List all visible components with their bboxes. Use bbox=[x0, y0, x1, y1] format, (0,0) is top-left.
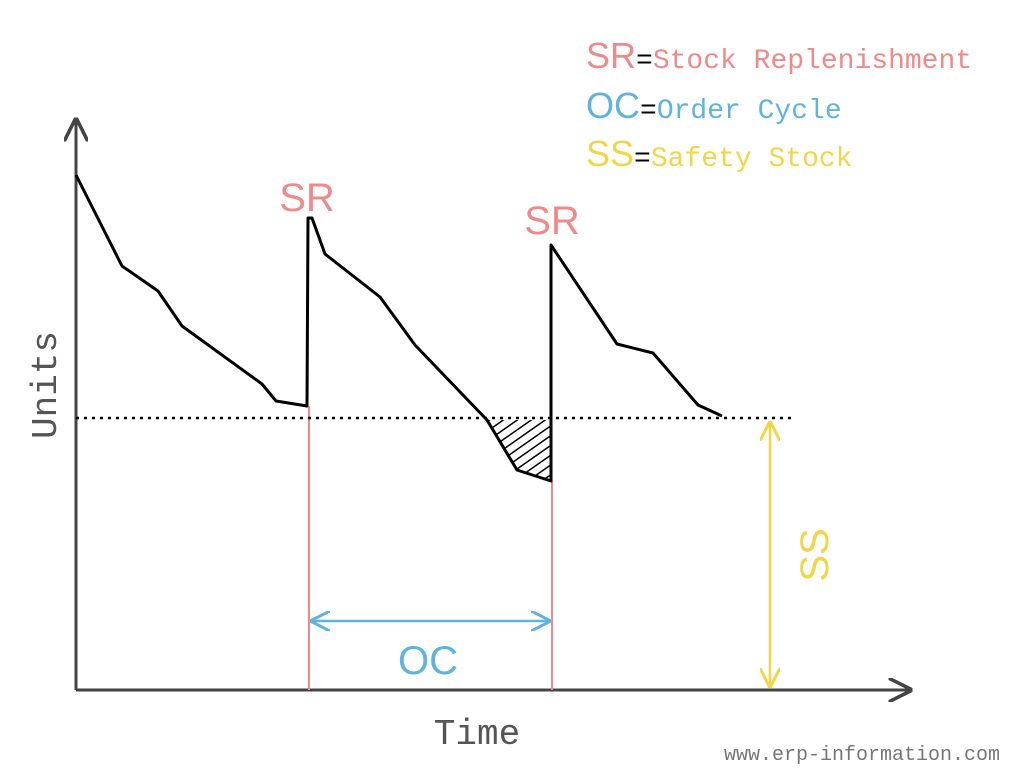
legend-text: Stock Replenishment bbox=[653, 46, 972, 77]
sr-label: SR bbox=[524, 199, 580, 243]
legend-equals: = bbox=[634, 144, 651, 175]
oc-label: OC bbox=[398, 639, 458, 683]
legend-abbr: OC bbox=[586, 85, 640, 126]
legend-text: Order Cycle bbox=[657, 96, 842, 127]
legend-equals: = bbox=[640, 96, 657, 127]
shortage-area bbox=[487, 420, 551, 481]
legend-equals: = bbox=[636, 46, 653, 77]
y-axis-label: Units bbox=[26, 331, 67, 439]
legend-abbr: SR bbox=[586, 35, 636, 76]
legend-entry: OC=Order Cycle bbox=[586, 85, 842, 127]
sr-label: SR bbox=[279, 176, 335, 220]
legend-text: Safety Stock bbox=[651, 144, 853, 175]
legend-abbr: SS bbox=[586, 133, 634, 174]
inventory-line bbox=[74, 174, 723, 483]
x-axis-label: Time bbox=[434, 714, 520, 755]
ss-label: SS bbox=[793, 528, 837, 581]
legend-entry: SR=Stock Replenishment bbox=[586, 35, 972, 77]
legend-entry: SS=Safety Stock bbox=[586, 133, 852, 175]
footer: www.erp-information.com bbox=[724, 744, 1000, 767]
